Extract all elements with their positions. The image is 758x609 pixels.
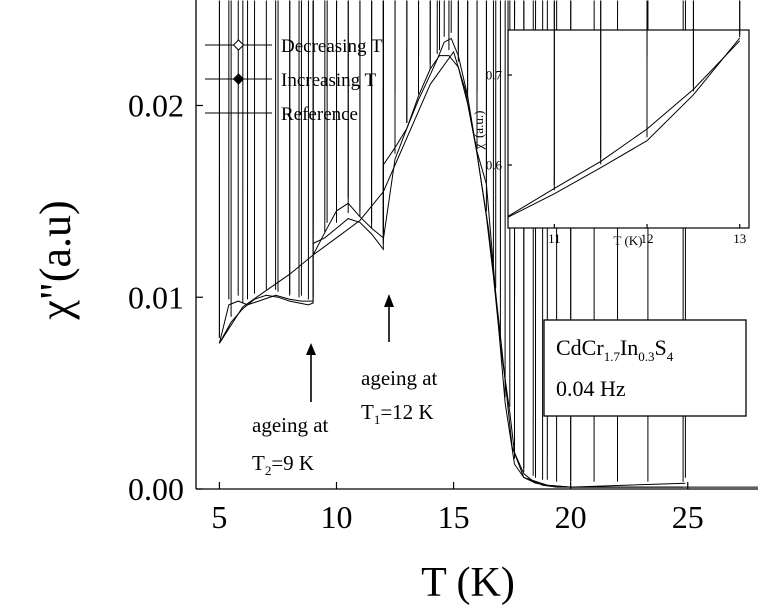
ageing-t1-temp: T1=12 K (361, 400, 434, 427)
inset-series (507, 0, 741, 218)
x-tick-label: 11 (548, 231, 561, 246)
inset-x-axis-label: T (K) (613, 233, 642, 248)
ageing-t1-val: =12 K (380, 400, 433, 424)
sample-formula: CdCr1.7In0.3S4 (556, 335, 674, 364)
y-tick-label: 0.00 (128, 471, 184, 507)
x-tick-label: 20 (555, 499, 587, 535)
main-axes (195, 0, 758, 490)
main-ticks: 5 10 15 20 25 0.00 0.01 0.02 (128, 88, 704, 535)
x-tick-label: 5 (211, 499, 227, 535)
inset-ticks: 11 12 13 0.6 0.7 (486, 68, 746, 246)
sample-info-box: CdCr1.7In0.3S4 0.04 Hz (543, 319, 747, 417)
x-tick-label: 13 (733, 231, 746, 246)
y-tick-label: 0.01 (128, 279, 184, 315)
formula-sub3: 4 (667, 349, 674, 364)
arrow-t2-head (306, 343, 316, 355)
ageing-t1-text: ageing at (361, 366, 438, 390)
inset-chart: 11 12 13 0.6 0.7 T (K) χ' (a.u.) (471, 0, 750, 248)
ageing-t1-sub: 1 (374, 412, 381, 427)
sample-frequency: 0.04 Hz (556, 376, 626, 401)
legend: Decreasing T Increasing T Reference (205, 36, 383, 125)
formula-sub2: 0.3 (638, 349, 654, 364)
x-tick-label: 10 (321, 499, 353, 535)
legend-decreasing-label: Decreasing T (281, 36, 383, 57)
series-line-increasing-t (218, 55, 686, 488)
ageing-t2-sub: 2 (265, 463, 272, 478)
inset-frame (507, 29, 750, 229)
legend-reference-label: Reference (281, 104, 358, 125)
legend-increasing-label: Increasing T (281, 70, 377, 91)
inset-y-axis-label: χ' (a.u.) (471, 111, 486, 151)
ageing-t1-t: T (361, 400, 374, 424)
x-axis-label: T (K) (421, 560, 515, 606)
ageing-t2-t: T (252, 451, 265, 475)
x-tick-label: 25 (672, 499, 704, 535)
annotation-ageing-t1: ageing at T1=12 K (361, 294, 438, 427)
y-axis-label: χ"(a.u) (31, 200, 80, 320)
ageing-t2-text: ageing at (252, 413, 329, 437)
annotation-ageing-t2: ageing at T2=9 K (252, 343, 329, 478)
formula-cd: CdCr (556, 335, 604, 360)
series-line-reference (218, 50, 758, 488)
series-line-decreasing-t (507, 40, 741, 217)
series-line-decreasing-t (218, 37, 684, 488)
x-tick-label: 15 (438, 499, 470, 535)
formula-in: In (620, 335, 638, 360)
series-line-increasing-t (507, 37, 741, 218)
arrow-t1-head (384, 294, 394, 307)
x-tick-label: 12 (641, 231, 654, 246)
formula-s: S (655, 335, 667, 360)
sample-box-frame (543, 319, 747, 417)
y-tick-label: 0.6 (486, 158, 503, 173)
y-tick-label: 0.02 (128, 88, 184, 124)
ageing-t2-val: =9 K (271, 451, 314, 475)
legend-increasing-marker (232, 73, 245, 85)
ageing-t2-temp: T2=9 K (252, 451, 314, 478)
y-tick-label: 0.7 (486, 68, 503, 83)
formula-sub1: 1.7 (604, 349, 621, 364)
legend-decreasing-marker (232, 39, 245, 51)
